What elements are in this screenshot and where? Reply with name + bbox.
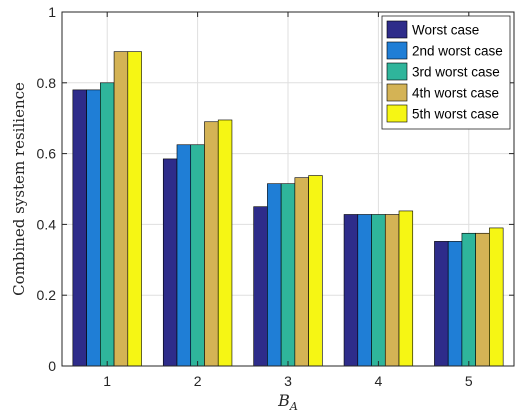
- bar-1-cat-2: [162, 158, 178, 367]
- x-tick-label: 4: [375, 373, 383, 389]
- x-axis-title-subscript: A: [289, 400, 298, 413]
- bar-5-cat-3: [308, 175, 323, 367]
- legend-label: 5th worst case: [412, 107, 499, 122]
- y-tick-labels: 0 0.2 0.4 0.6 0.8 1: [37, 4, 57, 374]
- bar-1-cat-4: [343, 214, 359, 367]
- y-tick-label: 0.4: [37, 216, 57, 232]
- bar-5-cat-5: [489, 227, 504, 367]
- y-tick-label: 0: [48, 358, 56, 374]
- bar-5-cat-2: [217, 119, 233, 367]
- y-tick-label: 1: [48, 4, 56, 20]
- legend-swatch: [386, 83, 408, 102]
- legend-swatch: [386, 62, 408, 81]
- legend-swatch: [386, 41, 408, 60]
- y-axis-title: Combined system resilience: [10, 82, 28, 296]
- y-tick-label: 0.8: [37, 75, 57, 91]
- bar-4-cat-5: [475, 232, 490, 367]
- bar-3-cat-1: [100, 82, 115, 367]
- bar-2-cat-4: [357, 214, 372, 367]
- tick-marks: [62, 11, 514, 367]
- x-tick-label: 2: [194, 373, 202, 389]
- bar-3-cat-2: [190, 144, 205, 367]
- legend-label: 2nd worst case: [412, 44, 503, 59]
- legend-label: 3rd worst case: [412, 65, 500, 80]
- legend-swatch: [386, 104, 408, 123]
- bar-1-cat-5: [434, 241, 449, 367]
- x-axis-title: BA: [277, 391, 298, 413]
- bar-4-cat-4: [384, 214, 400, 367]
- x-tick-label: 3: [284, 373, 292, 389]
- bar-5-cat-4: [398, 210, 414, 367]
- bar-4-cat-2: [204, 121, 219, 367]
- bar-2-cat-5: [447, 241, 463, 367]
- legend-label: 4th worst case: [412, 86, 499, 101]
- bar-1-cat-1: [72, 89, 87, 367]
- legend-swatch: [386, 20, 408, 39]
- bar-1-cat-3: [253, 206, 268, 367]
- x-tick-labels: 1 2 3 4 5: [103, 373, 473, 389]
- bar-5-cat-1: [127, 51, 142, 367]
- legend-label: Worst case: [412, 23, 479, 38]
- x-axis-title-main: B: [277, 391, 290, 410]
- bar-2-cat-2: [176, 144, 192, 367]
- y-tick-label: 0.6: [37, 146, 57, 162]
- bar-3-cat-5: [461, 232, 476, 367]
- bars: [72, 51, 504, 367]
- bar-2-cat-3: [267, 183, 282, 367]
- bar-3-cat-3: [280, 183, 296, 367]
- bar-4-cat-1: [113, 51, 129, 367]
- bar-4-cat-3: [294, 177, 309, 367]
- x-tick-label: 5: [465, 373, 473, 389]
- legend: Worst case 2nd worst case 3rd worst case 4t…: [381, 15, 511, 130]
- bar-2-cat-1: [86, 89, 101, 367]
- bar-3-cat-4: [371, 214, 386, 367]
- y-tick-label: 0.2: [37, 287, 57, 303]
- x-tick-label: 1: [103, 373, 111, 389]
